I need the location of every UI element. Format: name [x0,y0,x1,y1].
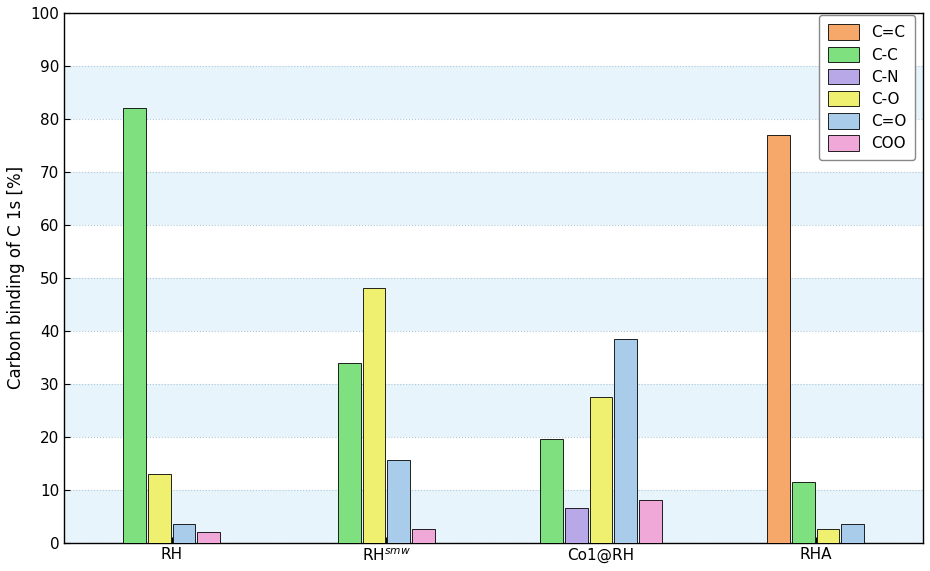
Bar [123,108,146,542]
Bar [64,437,923,489]
Bar [64,119,923,172]
Bar [767,135,790,542]
Legend: C=C, C-C, C-N, C-O, C=O, COO: C=C, C-C, C-N, C-O, C=O, COO [819,15,915,160]
Bar [64,225,923,278]
Bar [792,482,815,542]
Bar [64,489,923,542]
Bar [590,397,612,542]
Bar [64,13,923,66]
Bar [64,384,923,437]
Bar [565,508,588,542]
Bar [197,532,220,542]
Bar [639,500,662,542]
Bar [173,524,195,542]
Bar [817,529,840,542]
Bar [412,529,434,542]
Bar [842,524,864,542]
Bar [64,172,923,225]
Bar [64,331,923,384]
Bar [387,460,410,542]
Bar [363,288,385,542]
Bar [148,474,170,542]
Y-axis label: Carbon binding of C 1s [%]: Carbon binding of C 1s [%] [7,166,25,389]
Bar [64,278,923,331]
Bar [540,439,563,542]
Bar [338,363,361,542]
Bar [64,66,923,119]
Bar [615,339,637,542]
